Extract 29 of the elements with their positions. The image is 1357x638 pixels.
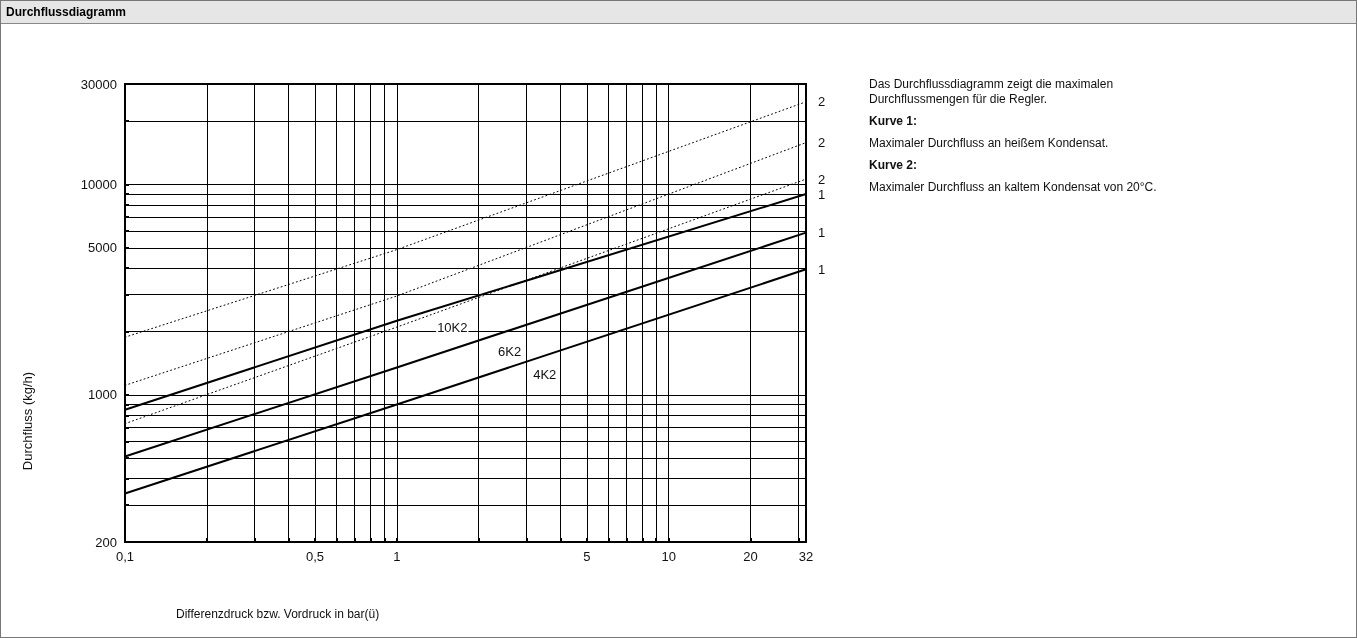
annotation: 1 (818, 261, 826, 277)
y-tick-label: 1000 (88, 387, 117, 403)
annotation: 6K2 (498, 344, 522, 360)
annotation: 10K2 (437, 319, 468, 335)
annotation: 2 (818, 94, 826, 110)
annotation: 2 (818, 135, 826, 151)
text: Kurve 2: (869, 158, 919, 173)
chart-title: Durchflussdiagramm (1, 1, 1356, 24)
x-tick-label: 5 (583, 549, 591, 564)
y-axis-title: Durchfluss (kg/h) (19, 371, 35, 471)
x-tick-label: 0,1 (115, 549, 135, 564)
annotation: 2 (818, 171, 826, 187)
text: Kurve 1: (869, 114, 919, 129)
y-tick-label: 30000 (80, 76, 117, 92)
x-tick-label: 32 (798, 549, 814, 564)
text: Maximaler Durchfluss an heißem Kondensat. (869, 136, 1110, 151)
text: Maximaler Durchfluss an kaltem Kondensat von 20°C. (869, 180, 1158, 195)
text: Das Durchflussdiagramm zeigt die maximalen Durchflussmengen für die Regler. (869, 77, 1115, 107)
annotation: 1 (818, 225, 826, 241)
x-tick-label: 10 (661, 549, 676, 564)
y-tick-label: 5000 (88, 240, 117, 256)
y-tick-label: 200 (95, 534, 117, 550)
x-tick-label: 1 (393, 549, 401, 564)
annotation: 1 (818, 186, 826, 202)
x-tick-label: 0,5 (305, 549, 325, 564)
annotation: 4K2 (533, 366, 557, 382)
x-axis-title: Differenzdruck bzw. Vordruck in bar(ü) (176, 607, 380, 621)
y-tick-label: 10000 (80, 176, 117, 192)
x-tick-label: 20 (743, 549, 758, 564)
